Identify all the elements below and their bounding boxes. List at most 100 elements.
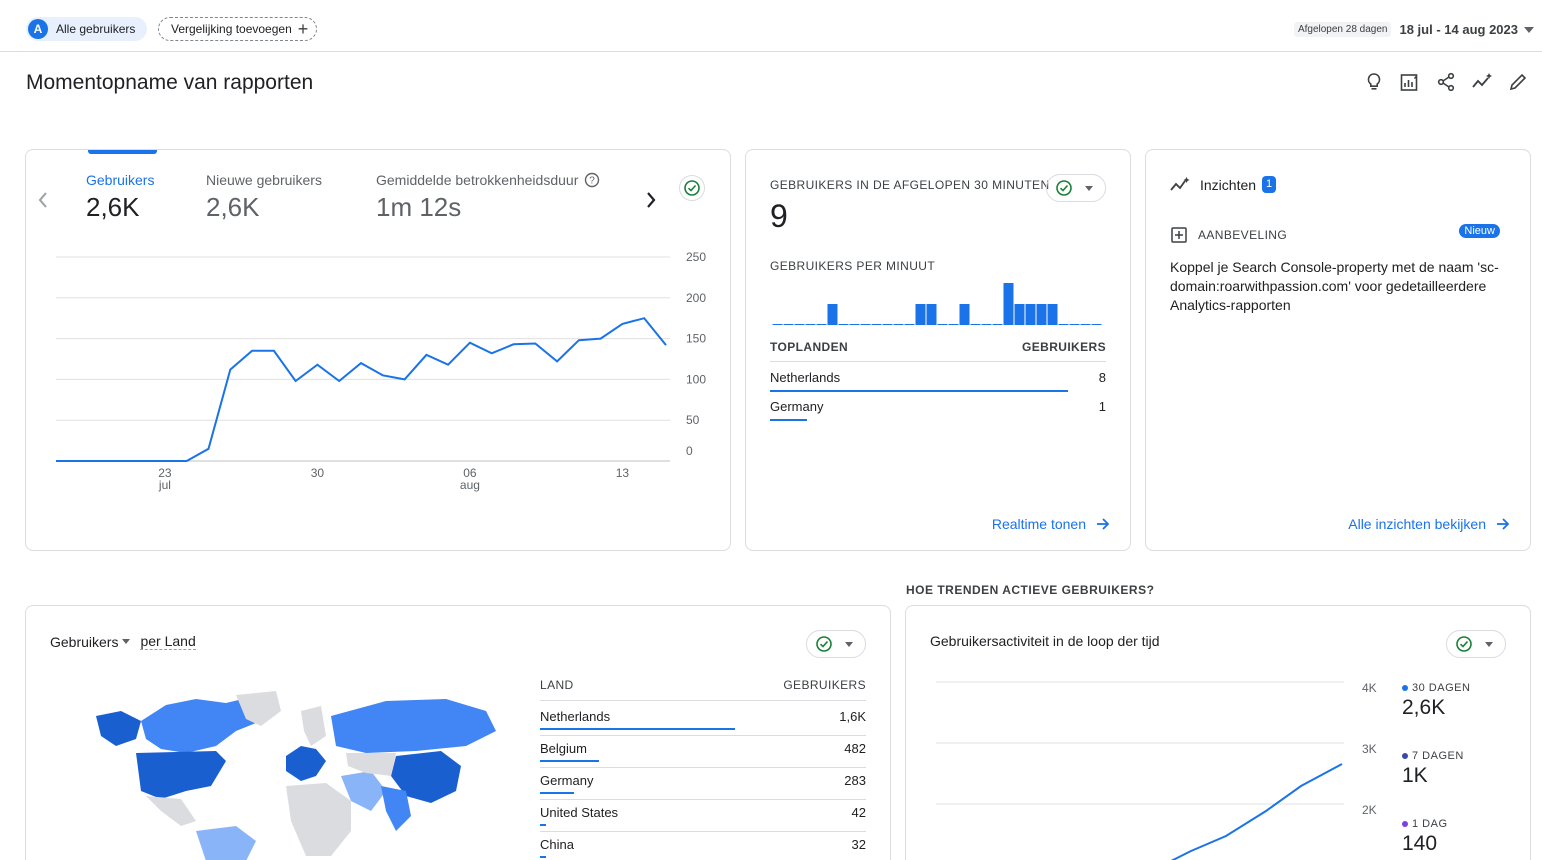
- map-region-alaska: [96, 711, 141, 746]
- minute-bar: [1036, 304, 1047, 325]
- map-region-china: [391, 751, 461, 803]
- insights-icon[interactable]: [1464, 68, 1500, 96]
- chevron-left-icon[interactable]: [36, 190, 50, 215]
- y-tick-label: 4K: [1362, 681, 1377, 695]
- country-bar: [540, 792, 575, 794]
- realtime-options-button[interactable]: [1046, 174, 1106, 202]
- all-insights-link[interactable]: Alle inzichten bekijken: [1348, 516, 1510, 532]
- minute-bar: [959, 304, 970, 325]
- country-value: 1: [1098, 399, 1106, 414]
- country-name: Germany: [540, 773, 594, 788]
- minute-bar: [860, 324, 871, 325]
- minute-bar: [849, 324, 860, 325]
- edit-icon[interactable]: [1500, 68, 1536, 96]
- users-header: GEBRUIKERS: [1021, 340, 1106, 354]
- country-table-row[interactable]: Germany 283: [540, 768, 866, 800]
- country-table-row[interactable]: Belgium 482: [540, 736, 866, 768]
- map-region-usa: [136, 751, 226, 799]
- metric-tab-engagement[interactable]: Gemiddelde betrokkenheidsduur ? 1m 12s: [376, 172, 600, 223]
- country-options-button[interactable]: [806, 630, 866, 658]
- active-tab-indicator: [88, 150, 157, 154]
- y-tick-label: 2K: [1362, 803, 1377, 817]
- metric-selector-label: Gebruikers: [50, 633, 119, 650]
- legend-value: 140: [1402, 832, 1438, 855]
- minute-bar: [805, 324, 816, 325]
- metric-selector[interactable]: Gebruikers: [50, 633, 131, 650]
- realtime-value: 9: [770, 198, 788, 234]
- minute-bar: [915, 304, 926, 325]
- top-countries-header: TOPLANDEN: [770, 340, 849, 354]
- minute-bar: [970, 324, 981, 325]
- country-bar: [770, 390, 1068, 392]
- recommendation-text[interactable]: Koppel je Search Console-property met de…: [1170, 259, 1499, 313]
- caret-down-icon: [845, 641, 853, 647]
- country-card: Gebruikers per Land LAND GEBRUIKERS Neth…: [25, 605, 891, 860]
- minute-bar: [794, 324, 805, 325]
- insights-header: Inzichten 1: [1170, 176, 1277, 193]
- country-table-row[interactable]: United States 42: [540, 800, 866, 832]
- users-per-minute-chart: [772, 283, 1102, 325]
- share-icon[interactable]: [1428, 68, 1464, 96]
- y-tick-label: 0: [686, 444, 693, 458]
- insights-title: Inzichten: [1200, 176, 1257, 193]
- insights-card: Inzichten 1 AANBEVELING Nieuw Koppel je …: [1145, 149, 1531, 551]
- metric-label: Gebruikers: [86, 172, 155, 188]
- activity-line-chart: 4K 3K 2K: [936, 681, 1377, 860]
- arrow-right-icon: [1097, 518, 1110, 530]
- country-bar: [540, 824, 546, 826]
- realtime-country-row[interactable]: Netherlands 8: [770, 370, 1106, 392]
- x-tick-sublabel: jul: [158, 478, 171, 492]
- legend-dot: [1402, 685, 1408, 691]
- check-icon: [1056, 180, 1072, 196]
- segment-chip[interactable]: A Alle gebruikers: [26, 17, 148, 41]
- realtime-link[interactable]: Realtime tonen: [992, 516, 1110, 532]
- chevron-right-icon[interactable]: [644, 190, 658, 215]
- minute-bar: [904, 324, 915, 325]
- y-tick-label: 50: [686, 413, 700, 427]
- activity-options-button[interactable]: [1446, 630, 1506, 658]
- country-table-row[interactable]: Netherlands 1,6K: [540, 704, 866, 736]
- minute-bar: [783, 324, 794, 325]
- metric-label-row: Gemiddelde betrokkenheidsduur ?: [376, 172, 600, 188]
- minute-bar: [926, 304, 937, 325]
- minute-bar: [1069, 324, 1080, 325]
- realtime-title: GEBRUIKERS IN DE AFGELOPEN 30 MINUTEN: [770, 178, 1050, 192]
- help-icon[interactable]: ?: [584, 172, 600, 188]
- check-icon: [816, 636, 832, 652]
- metric-value: 2,6K: [86, 192, 140, 222]
- realtime-card: GEBRUIKERS IN DE AFGELOPEN 30 MINUTEN 9 …: [745, 149, 1131, 551]
- dimension-label[interactable]: per Land: [140, 633, 196, 650]
- map-region-middle-east: [341, 771, 386, 811]
- country-header: LAND: [540, 678, 574, 692]
- legend-dot: [1402, 753, 1408, 759]
- map-region-south-america: [196, 826, 256, 860]
- customize-report-icon[interactable]: [1392, 68, 1428, 96]
- minute-bar: [1091, 324, 1102, 325]
- legend-1-day: 1 DAG 140: [1402, 818, 1448, 856]
- world-map: [96, 691, 496, 860]
- realtime-country-row[interactable]: Germany 1: [770, 399, 1106, 421]
- country-value: 8: [1098, 370, 1106, 385]
- metric-tab-users[interactable]: Gebruikers 2,6K: [86, 172, 154, 223]
- top-bar: A Alle gebruikers Vergelijking toevoegen…: [0, 0, 1542, 52]
- add-comparison-button[interactable]: Vergelijking toevoegen +: [158, 17, 318, 41]
- country-name: United States: [540, 805, 619, 820]
- minute-bar: [827, 304, 838, 325]
- caret-down-icon: [1524, 26, 1534, 33]
- country-value: 283: [844, 773, 866, 788]
- divider: [540, 700, 866, 701]
- plus-icon: +: [297, 19, 309, 39]
- country-table-row[interactable]: China 32: [540, 832, 866, 860]
- map-region-central-asia: [346, 753, 396, 776]
- svg-text:?: ?: [590, 176, 596, 187]
- country-value: 32: [851, 837, 866, 852]
- minute-bar: [838, 324, 849, 325]
- map-region-africa: [286, 783, 351, 856]
- data-quality-check-icon[interactable]: [679, 175, 705, 201]
- lightbulb-icon[interactable]: [1356, 68, 1392, 96]
- metric-tab-new-users[interactable]: Nieuwe gebruikers 2,6K: [206, 172, 322, 223]
- metric-label: Nieuwe gebruikers: [206, 172, 322, 188]
- date-range-picker[interactable]: Afgelopen 28 dagen 18 jul - 14 aug 2023: [1293, 22, 1534, 37]
- minute-bar: [816, 324, 827, 325]
